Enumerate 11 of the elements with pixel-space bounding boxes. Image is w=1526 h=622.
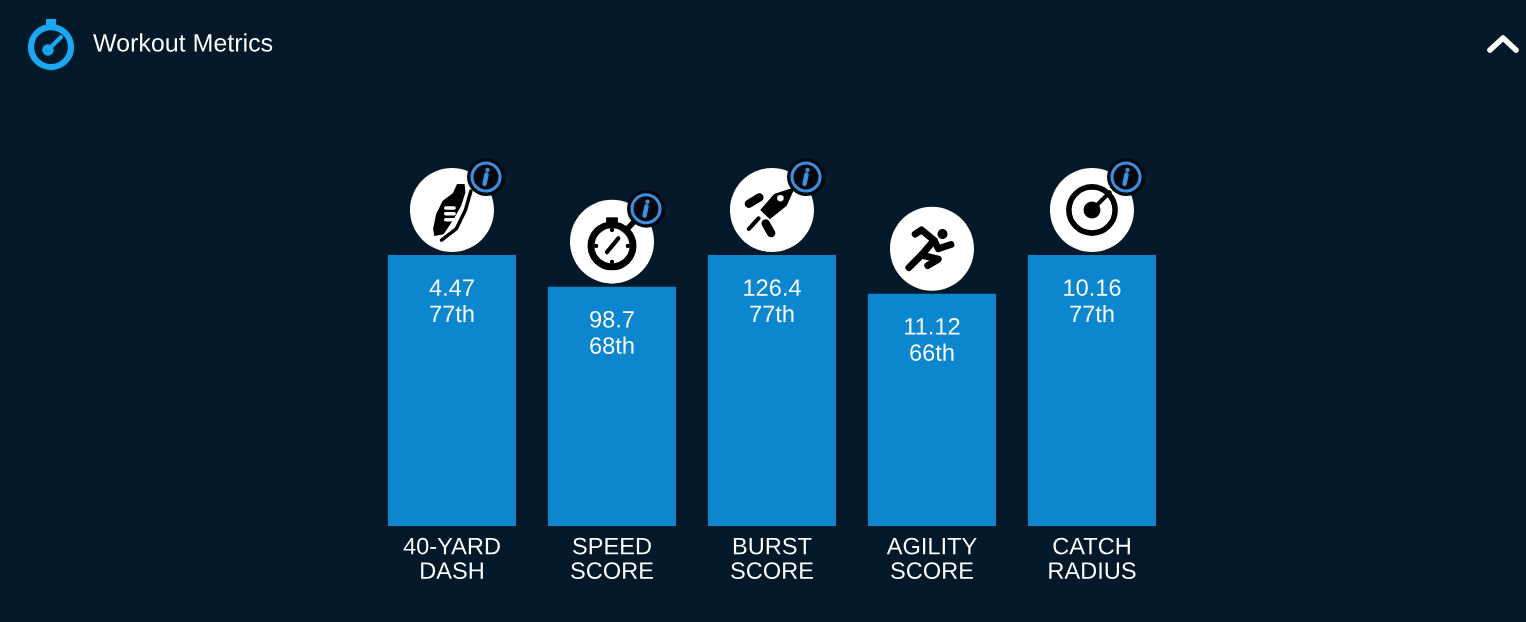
- x-tick-label: AGILITY SCORE: [886, 537, 977, 580]
- data-label: 4.47 77th: [429, 279, 474, 323]
- x-tick-label: CATCH RADIUS: [1049, 537, 1136, 580]
- data-label: 11.12 66th: [905, 317, 960, 361]
- x-tick-label: BURST SCORE: [731, 537, 813, 580]
- x-tick-label: 40-YARD DASH: [403, 537, 500, 580]
- data-label: 10.16 77th: [1064, 279, 1121, 323]
- x-tick-label: SPEED SCORE: [571, 537, 653, 580]
- data-label: 98.7 68th: [590, 310, 634, 354]
- chart-title: Workout Metrics: [93, 33, 273, 52]
- data-label: 126.4 77th: [744, 279, 801, 323]
